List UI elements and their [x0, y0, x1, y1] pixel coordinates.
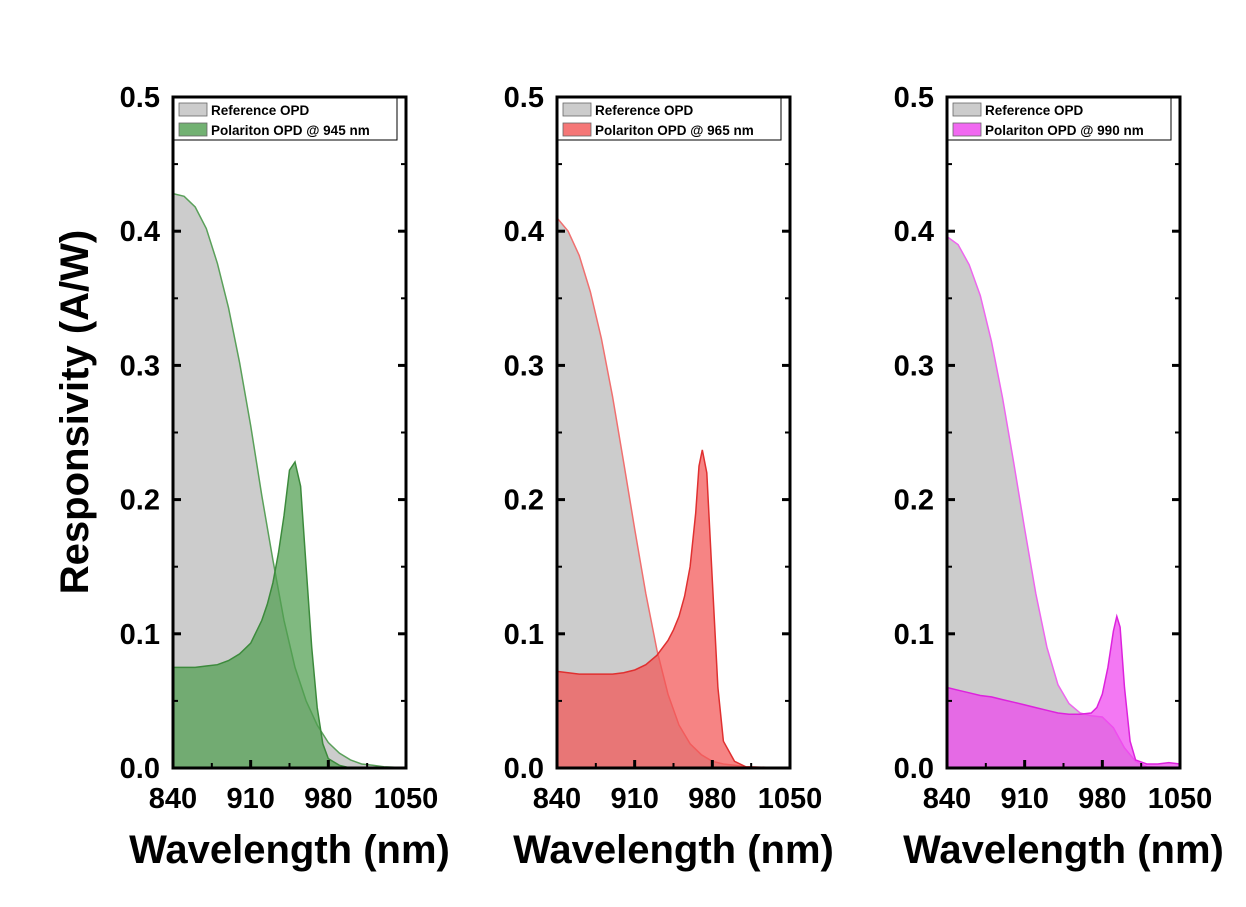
y-tick-label: 0.2 [894, 485, 934, 517]
legend-swatch [952, 102, 982, 117]
legend-swatch [562, 102, 592, 117]
y-tick-label: 0.4 [504, 216, 544, 248]
y-tick-label: 0.2 [120, 485, 160, 517]
legend: Reference OPD Polariton OPD @ 945 nm [173, 97, 398, 141]
chart-panel-1: 0.0 0.1 0.2 0.3 0.4 0.5 840 910 980 1050 Wavelengt… [120, 82, 450, 872]
x-tick-label: 840 [923, 783, 971, 815]
y-tick-label: 0.4 [894, 216, 934, 248]
x-tick-label: 980 [688, 783, 736, 815]
plot-area [557, 217, 790, 768]
legend-box [557, 97, 782, 141]
plot-area [947, 235, 1180, 768]
legend-box [947, 97, 1172, 141]
y-tick-label: 0.5 [120, 82, 160, 114]
series-area-1 [947, 236, 1180, 768]
series-line-2 [173, 460, 406, 768]
y-tick-label: 0.1 [894, 619, 934, 651]
legend-label: Polariton OPD @ 990 nm [985, 123, 1144, 138]
y-tick-label: 0.3 [894, 350, 934, 382]
legend-box [173, 97, 398, 141]
y-tick-label: 0.4 [120, 216, 160, 248]
y-tick-label: 0.1 [504, 619, 544, 651]
series-area-2 [557, 449, 790, 768]
series-area-1 [557, 217, 790, 768]
x-axis-title: Wavelength (nm) [903, 828, 1224, 872]
series-area-2 [173, 462, 406, 768]
legend: Reference OPD Polariton OPD @ 990 nm [947, 97, 1172, 141]
legend: Reference OPD Polariton OPD @ 965 nm [557, 97, 782, 141]
y-tick-label: 0.0 [120, 753, 160, 785]
plot-area [173, 192, 406, 768]
x-tick-label: 910 [610, 783, 658, 815]
chart-panel-3: 0.0 0.1 0.2 0.3 0.4 0.5 840 910 980 1050 Wavelengt… [894, 82, 1224, 872]
legend-swatch [178, 122, 208, 137]
legend-swatch [562, 122, 592, 137]
legend-label: Reference OPD [985, 103, 1084, 118]
x-tick-label: 910 [1000, 783, 1048, 815]
x-tick-label: 1050 [374, 783, 439, 815]
x-tick-label: 1050 [758, 783, 823, 815]
legend-swatch [952, 122, 982, 137]
legend-label: Reference OPD [211, 103, 310, 118]
series-line-2 [947, 613, 1180, 765]
y-tick-label: 0.3 [504, 350, 544, 382]
y-tick-label: 0.3 [120, 350, 160, 382]
chart-panel-2: 0.0 0.1 0.2 0.3 0.4 0.5 840 910 980 1050 Wavelengt… [504, 82, 834, 872]
y-tick-label: 0.1 [120, 619, 160, 651]
x-tick-label: 1050 [1148, 783, 1213, 815]
panels: 0.0 0.1 0.2 0.3 0.4 0.5 840 910 980 1050 Wavelengt… [120, 82, 1224, 872]
legend-swatch [178, 102, 208, 117]
series-line-2 [557, 449, 790, 768]
series-area-1 [173, 193, 406, 768]
y-tick-label: 0.5 [504, 82, 544, 114]
x-tick-label: 840 [149, 783, 197, 815]
y-tick-label: 0.5 [894, 82, 934, 114]
y-tick-label: 0.2 [504, 485, 544, 517]
x-axis-title: Wavelength (nm) [129, 828, 450, 872]
y-tick-label: 0.0 [504, 753, 544, 785]
y-tick-label: 0.0 [894, 753, 934, 785]
x-tick-label: 840 [533, 783, 581, 815]
x-axis-title: Wavelength (nm) [513, 828, 834, 872]
x-tick-label: 980 [1078, 783, 1126, 815]
y-axis-title: Responsivity (A/W) [53, 230, 97, 594]
legend-label: Polariton OPD @ 945 nm [211, 123, 370, 138]
x-tick-label: 980 [304, 783, 352, 815]
legend-label: Polariton OPD @ 965 nm [595, 123, 754, 138]
x-tick-label: 910 [226, 783, 274, 815]
legend-label: Reference OPD [595, 103, 694, 118]
